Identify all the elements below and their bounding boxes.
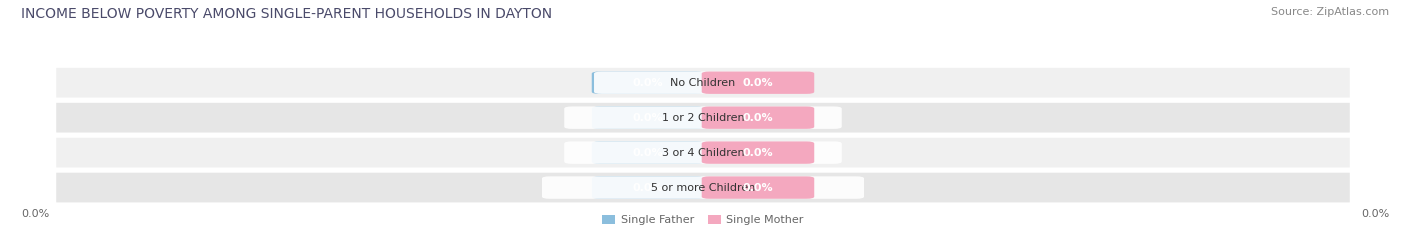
FancyBboxPatch shape bbox=[702, 141, 814, 164]
FancyBboxPatch shape bbox=[56, 68, 1350, 98]
Text: 0.0%: 0.0% bbox=[633, 113, 664, 123]
Text: 0.0%: 0.0% bbox=[742, 183, 773, 192]
FancyBboxPatch shape bbox=[56, 138, 1350, 168]
FancyBboxPatch shape bbox=[592, 141, 704, 164]
Text: 5 or more Children: 5 or more Children bbox=[651, 183, 755, 192]
Text: 0.0%: 0.0% bbox=[742, 78, 773, 88]
FancyBboxPatch shape bbox=[592, 72, 704, 94]
FancyBboxPatch shape bbox=[592, 176, 704, 199]
FancyBboxPatch shape bbox=[702, 72, 814, 94]
FancyBboxPatch shape bbox=[593, 72, 813, 94]
Text: 1 or 2 Children: 1 or 2 Children bbox=[662, 113, 744, 123]
FancyBboxPatch shape bbox=[56, 103, 1350, 133]
Legend: Single Father, Single Mother: Single Father, Single Mother bbox=[602, 215, 804, 225]
Text: 0.0%: 0.0% bbox=[633, 148, 664, 158]
Text: INCOME BELOW POVERTY AMONG SINGLE-PARENT HOUSEHOLDS IN DAYTON: INCOME BELOW POVERTY AMONG SINGLE-PARENT… bbox=[21, 7, 553, 21]
FancyBboxPatch shape bbox=[702, 176, 814, 199]
FancyBboxPatch shape bbox=[592, 106, 704, 129]
Text: 0.0%: 0.0% bbox=[633, 78, 664, 88]
Text: 0.0%: 0.0% bbox=[21, 209, 49, 219]
Text: No Children: No Children bbox=[671, 78, 735, 88]
FancyBboxPatch shape bbox=[564, 106, 842, 129]
FancyBboxPatch shape bbox=[541, 176, 865, 199]
Text: 0.0%: 0.0% bbox=[1361, 209, 1389, 219]
FancyBboxPatch shape bbox=[702, 106, 814, 129]
FancyBboxPatch shape bbox=[564, 141, 842, 164]
Text: 0.0%: 0.0% bbox=[633, 183, 664, 192]
Text: 3 or 4 Children: 3 or 4 Children bbox=[662, 148, 744, 158]
Text: Source: ZipAtlas.com: Source: ZipAtlas.com bbox=[1271, 7, 1389, 17]
FancyBboxPatch shape bbox=[56, 173, 1350, 202]
Text: 0.0%: 0.0% bbox=[742, 113, 773, 123]
Text: 0.0%: 0.0% bbox=[742, 148, 773, 158]
